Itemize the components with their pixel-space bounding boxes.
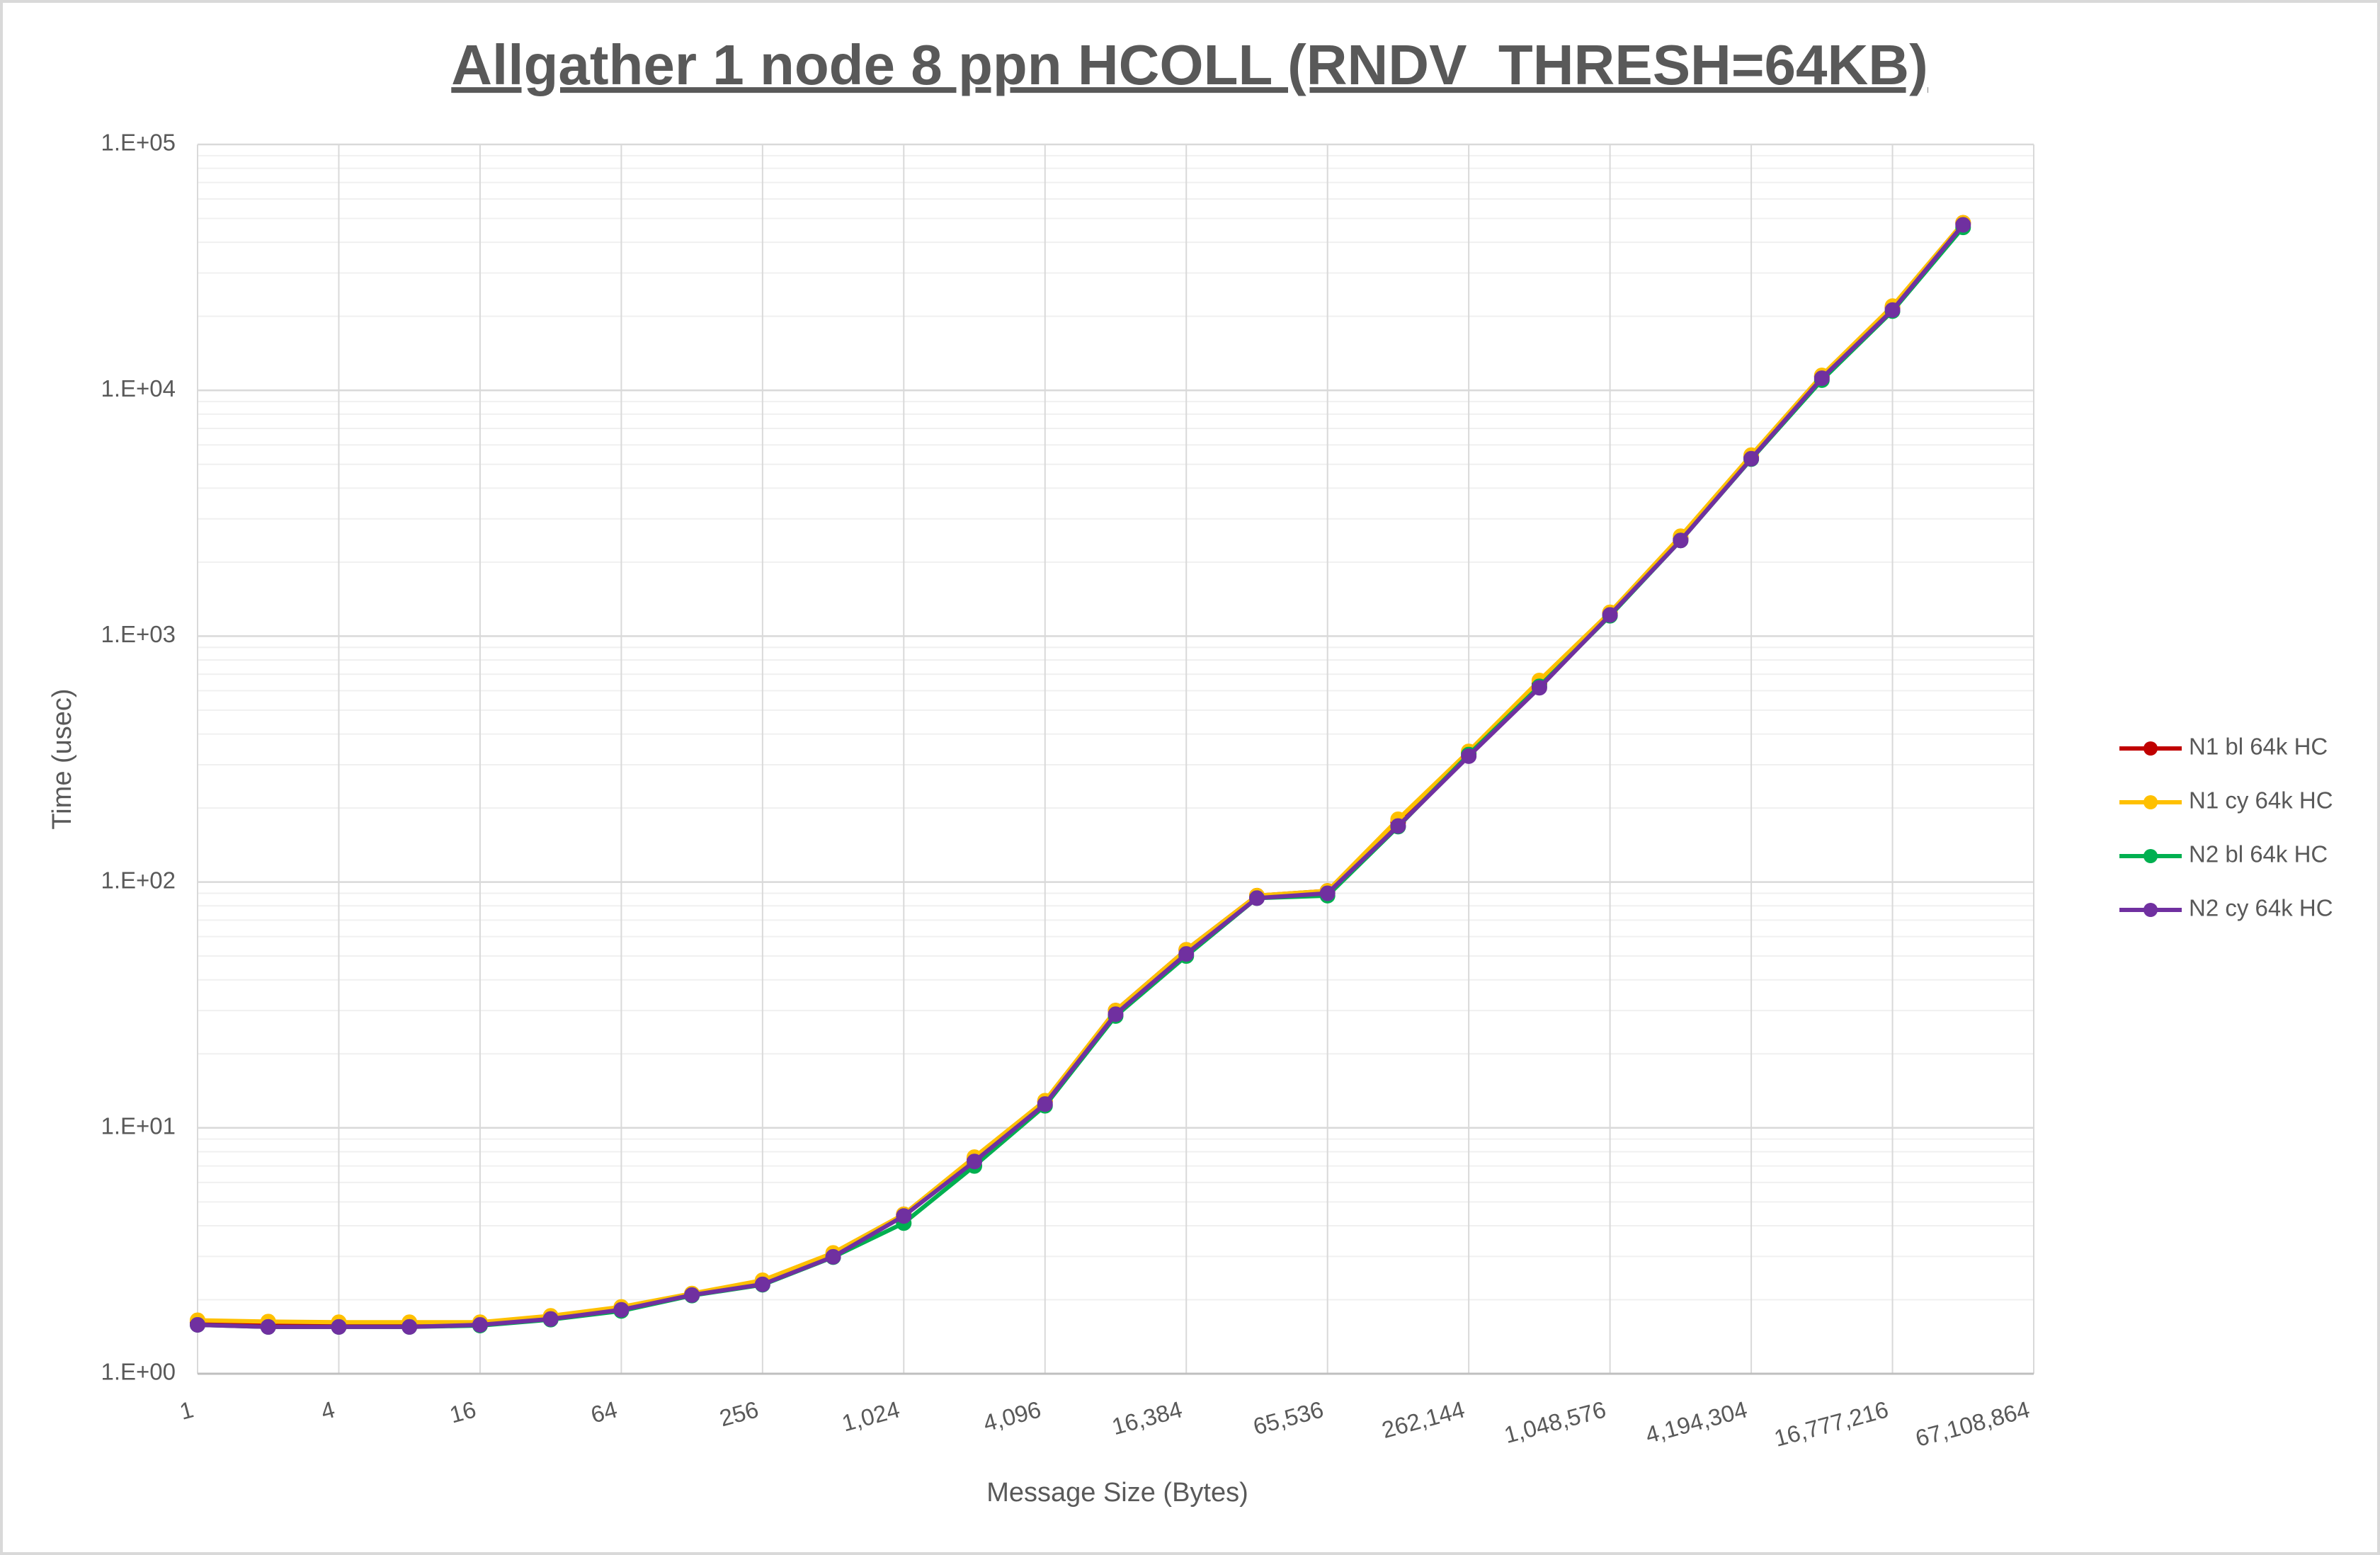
y-tick-label: 1.E+03 xyxy=(101,621,176,647)
data-point xyxy=(1390,818,1406,834)
data-point xyxy=(613,1301,630,1318)
legend-marker xyxy=(2143,903,2158,917)
legend-item: N1 bl 64k HC xyxy=(2119,734,2328,760)
data-point xyxy=(1743,450,1760,467)
y-tick-label: 1.E+01 xyxy=(101,1113,176,1139)
data-point xyxy=(1461,748,1477,764)
series-line xyxy=(197,221,1965,1325)
data-point xyxy=(896,1208,912,1224)
legend-label: N2 cy 64k HC xyxy=(2189,895,2333,921)
y-tick-label: 1.E+02 xyxy=(101,867,176,893)
data-point xyxy=(1884,302,1901,318)
data-point xyxy=(1178,946,1195,962)
data-point xyxy=(1037,1096,1053,1112)
legend-marker xyxy=(2143,795,2158,809)
legend-marker xyxy=(2143,849,2158,863)
data-point xyxy=(1673,532,1689,549)
data-point xyxy=(825,1248,841,1265)
data-point xyxy=(260,1318,276,1335)
data-point xyxy=(1814,370,1830,387)
data-point xyxy=(1602,607,1618,623)
legend-item: N1 cy 64k HC xyxy=(2119,787,2333,814)
data-point xyxy=(967,1154,983,1170)
x-axis-title: Message Size (Bytes) xyxy=(986,1478,1248,1508)
legend-label: N1 bl 64k HC xyxy=(2189,734,2328,760)
data-point xyxy=(331,1318,347,1335)
data-point xyxy=(1531,680,1547,696)
chart-title: Allgather 1 node 8 ppn HCOLL (RNDV_THRES… xyxy=(451,33,1928,96)
y-tick-label: 1.E+00 xyxy=(101,1359,176,1385)
y-tick-label: 1.E+05 xyxy=(101,130,176,156)
data-point xyxy=(472,1317,488,1333)
data-point xyxy=(1319,885,1336,901)
y-axis-title: Time (usec) xyxy=(47,688,77,829)
legend-item: N2 cy 64k HC xyxy=(2119,895,2333,921)
legend-marker xyxy=(2143,741,2158,756)
data-point xyxy=(684,1287,700,1303)
data-point xyxy=(542,1311,559,1327)
legend-item: N2 bl 64k HC xyxy=(2119,841,2328,867)
series-line xyxy=(197,223,1965,1329)
data-point xyxy=(1955,217,1971,233)
data-point xyxy=(1248,890,1265,906)
data-point xyxy=(402,1318,418,1335)
data-point xyxy=(754,1276,770,1292)
data-point xyxy=(190,1317,205,1333)
data-point xyxy=(1108,1006,1124,1023)
legend-label: N2 bl 64k HC xyxy=(2189,841,2328,867)
y-tick-label: 1.E+04 xyxy=(101,375,176,401)
legend-label: N1 cy 64k HC xyxy=(2189,787,2333,814)
